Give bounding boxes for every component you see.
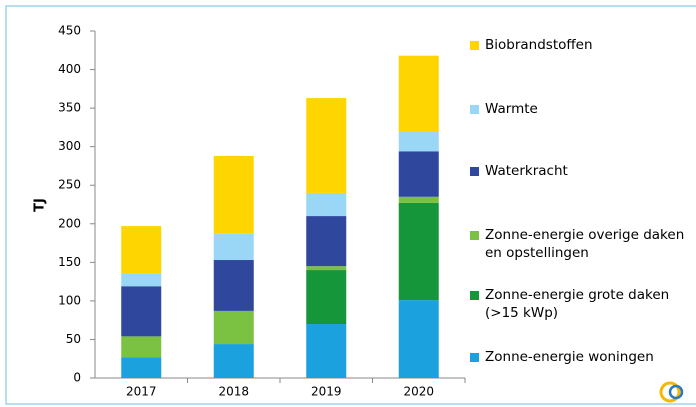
bar-segment [121, 357, 162, 378]
bar-segment [306, 324, 347, 378]
y-tick-label: 300 [58, 139, 81, 153]
legend-label: Zonne-energie woningen [485, 349, 654, 365]
legend-label: Biobrandstoffen [485, 37, 593, 53]
bar-segment [306, 98, 347, 193]
bar-segment [398, 55, 439, 133]
logo [659, 381, 684, 403]
y-tick-label: 400 [58, 62, 81, 76]
bar-segment [398, 196, 439, 203]
y-tick-label: 100 [58, 293, 81, 307]
y-tick-label: 350 [58, 101, 81, 115]
y-tick-label: 450 [58, 24, 81, 38]
bar-segment [213, 155, 254, 234]
legend-entry: Warmte [470, 100, 690, 118]
legend-entry: Biobrandstoffen [470, 36, 690, 54]
legend-entry: Waterkracht [470, 162, 690, 180]
bar-segment [398, 151, 439, 197]
bar-segment [213, 344, 254, 378]
legend-swatch [470, 167, 479, 176]
legend-label: Warmte [485, 101, 538, 117]
legend-label: Zonne-energie grote daken (>15 kWp) [485, 287, 670, 321]
y-tick-label: 250 [58, 178, 81, 192]
bar-segment [306, 192, 347, 217]
x-tick-label: 2020 [403, 385, 434, 399]
legend-entry: Zonne-energie overige daken en opstellin… [470, 226, 690, 262]
bar-segment [398, 202, 439, 301]
bar-segment [398, 300, 439, 378]
bar-segment [121, 336, 162, 358]
y-tick-label: 200 [58, 216, 81, 230]
y-axis-label: TJ [33, 198, 48, 212]
legend-swatch [470, 231, 479, 240]
bar-segment [398, 132, 439, 152]
bar-segment [306, 216, 347, 267]
frame [5, 5, 696, 405]
bar-segment [213, 233, 254, 261]
legend-entry: Zonne-energie grote daken (>15 kWp) [470, 286, 690, 322]
legend-label: Waterkracht [485, 163, 568, 179]
y-tick-label: 150 [58, 255, 81, 269]
x-tick-label: 2019 [311, 385, 342, 399]
legend-label: Zonne-energie overige daken en opstellin… [485, 227, 685, 261]
bar-segment [121, 286, 162, 337]
legend-swatch [470, 41, 479, 50]
bar-segment [306, 266, 347, 271]
bar-segment [213, 260, 254, 311]
legend-entry: Zonne-energie woningen [470, 348, 690, 366]
bar-segment [213, 310, 254, 345]
legend-swatch [470, 105, 479, 114]
bar-segment [121, 226, 162, 274]
bar-segment [121, 273, 162, 287]
y-tick-label: 0 [73, 371, 81, 385]
legend-swatch [470, 353, 479, 362]
y-tick-label: 50 [66, 332, 81, 346]
x-tick-label: 2018 [218, 385, 249, 399]
bar-segment [306, 270, 347, 325]
legend-swatch [470, 291, 479, 300]
x-tick-label: 2017 [126, 385, 157, 399]
